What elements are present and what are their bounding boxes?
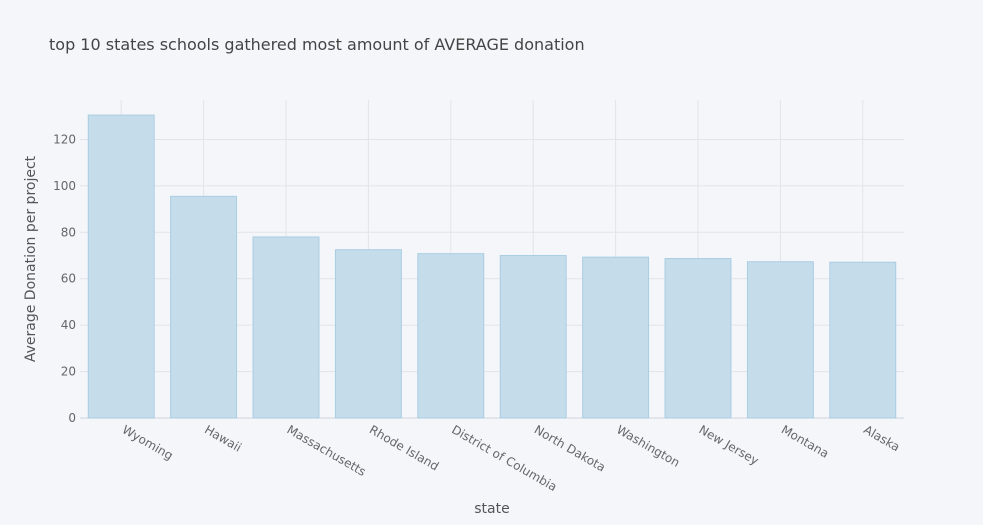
bar-rhode-island[interactable] [334, 249, 402, 419]
x-tick-label: Washington [614, 422, 682, 469]
x-tick-label: Wyoming [120, 422, 176, 462]
bar-north-dakota[interactable] [499, 255, 567, 419]
y-tick-label: 100 [53, 179, 76, 193]
x-tick-label: Montana [779, 422, 831, 460]
x-tick-label: Massachusetts [285, 422, 369, 478]
x-tick-label: Alaska [861, 422, 902, 454]
x-tick-label: Hawaii [202, 422, 244, 454]
x-axis-title: state [474, 501, 509, 517]
x-tick-label: Rhode Island [367, 422, 441, 473]
y-tick-label: 60 [61, 272, 76, 286]
bar-district-of-columbia[interactable] [417, 253, 485, 419]
chart-title: top 10 states schools gathered most amou… [49, 35, 585, 54]
bar-wyoming[interactable] [87, 114, 155, 419]
bar-montana[interactable] [746, 261, 814, 419]
y-tick-label: 80 [61, 225, 76, 239]
x-tick-label: New Jersey [697, 422, 762, 467]
y-axis-ticks: 0 20 40 60 80 100 120 [53, 132, 76, 425]
bar-washington[interactable] [582, 256, 650, 419]
x-tick-label: North Dakota [532, 422, 608, 474]
bar-alaska[interactable] [829, 261, 897, 419]
bars [87, 114, 897, 419]
y-tick-label: 0 [68, 411, 76, 425]
y-axis-title: Average Donation per project [23, 155, 39, 362]
y-tick-label: 120 [53, 132, 76, 146]
bar-new-jersey[interactable] [664, 258, 732, 419]
bar-hawaii[interactable] [170, 195, 238, 419]
y-tick-label: 20 [61, 365, 76, 379]
y-tick-label: 40 [61, 318, 76, 332]
bar-massachusetts[interactable] [252, 236, 320, 419]
